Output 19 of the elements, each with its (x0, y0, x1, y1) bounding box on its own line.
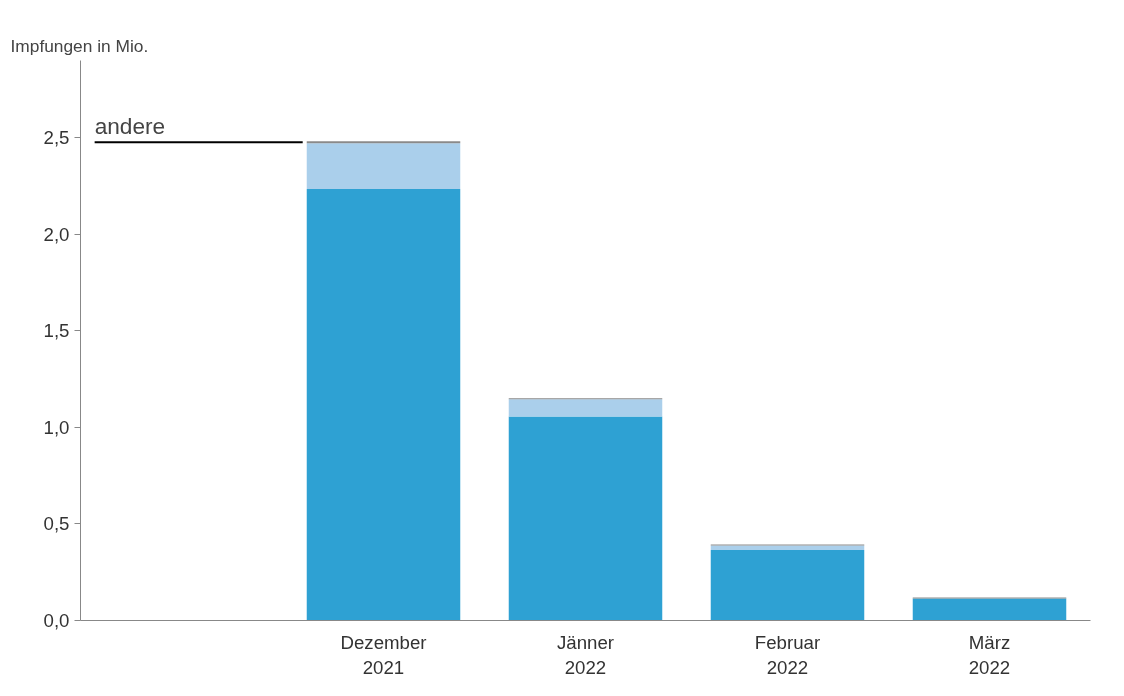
bar (306, 188, 461, 621)
y-tick-label: 2,5 (43, 127, 70, 149)
bar (912, 598, 1067, 621)
y-tick-label: 1,0 (43, 416, 70, 438)
x-tick-label: Dezember 2021 (340, 631, 427, 678)
y-tick-label: 2,0 (43, 223, 70, 245)
bar (508, 399, 663, 417)
x-tick-label: März 2022 (968, 631, 1011, 678)
y-tick-label: 0,0 (43, 610, 70, 631)
y-axis-title: Impfungen in Mio. (10, 35, 149, 56)
text: andere (94, 113, 166, 140)
bar (508, 416, 663, 621)
bar (306, 143, 461, 189)
bar (710, 550, 865, 621)
bar (710, 545, 865, 551)
y-tick-label: 0,5 (43, 513, 70, 535)
y-tick-label: 1,5 (43, 320, 70, 342)
x-tick-label: Jänner 2022 (556, 631, 615, 678)
x-tick-label: Februar 2022 (754, 631, 821, 678)
